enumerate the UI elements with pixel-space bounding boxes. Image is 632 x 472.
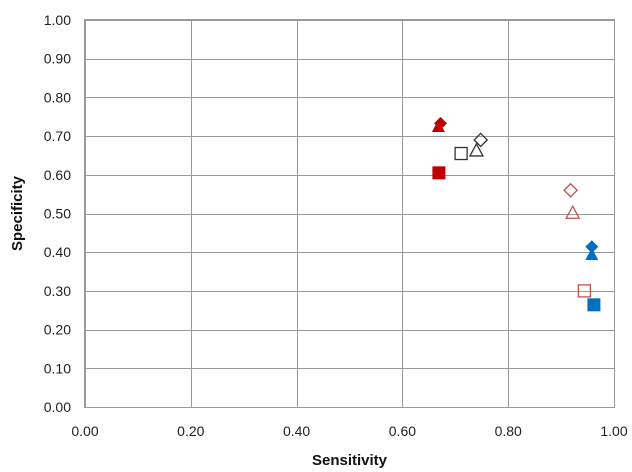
- data-point-diamond: [563, 182, 579, 198]
- y-tick-label: 0.20: [44, 322, 71, 338]
- data-point-square: [454, 146, 468, 161]
- y-tick-labels: 0.00 0.10 0.20 0.30 0.40 0.50 0.60 0.70 0.80 0.90…: [44, 12, 71, 415]
- y-tick-label: 0.40: [44, 244, 71, 260]
- data-point-diamond: [473, 132, 489, 148]
- x-tick-label: 0.60: [389, 423, 416, 439]
- y-tick-label: 1.00: [44, 12, 71, 28]
- data-point-square: [577, 284, 592, 298]
- y-tick-label: 0.60: [44, 167, 71, 183]
- data-point-diamond: [585, 240, 599, 254]
- y-tick-label: 0.90: [44, 51, 71, 67]
- data-point-triangle: [468, 142, 485, 157]
- y-tick-label: 0.00: [44, 399, 71, 415]
- y-tick-label: 0.10: [44, 360, 71, 376]
- x-tick-label: 1.00: [600, 423, 627, 439]
- x-tick-labels: 0.00 0.20 0.40 0.60 0.80 1.00: [71, 423, 627, 439]
- x-tick-label: 0.20: [177, 423, 204, 439]
- y-tick-label: 0.70: [44, 128, 71, 144]
- gridlines: [85, 20, 615, 408]
- x-tick-label: 0.80: [495, 423, 522, 439]
- plot-area: [84, 19, 615, 408]
- x-tick-label: 0.40: [283, 423, 310, 439]
- data-point-square: [587, 298, 601, 312]
- x-axis-title: Sensitivity: [312, 452, 388, 469]
- y-tick-label: 0.50: [44, 206, 71, 222]
- data-point-triangle: [585, 248, 599, 261]
- data-point-triangle: [431, 119, 445, 132]
- y-tick-label: 0.80: [44, 89, 71, 105]
- data-point-triangle: [565, 204, 581, 219]
- x-tick-label: 0.00: [71, 423, 98, 439]
- y-axis-title: Specificity: [9, 175, 26, 251]
- data-point-square: [432, 166, 446, 180]
- y-tick-label: 0.30: [44, 283, 71, 299]
- data-points: [431, 116, 601, 312]
